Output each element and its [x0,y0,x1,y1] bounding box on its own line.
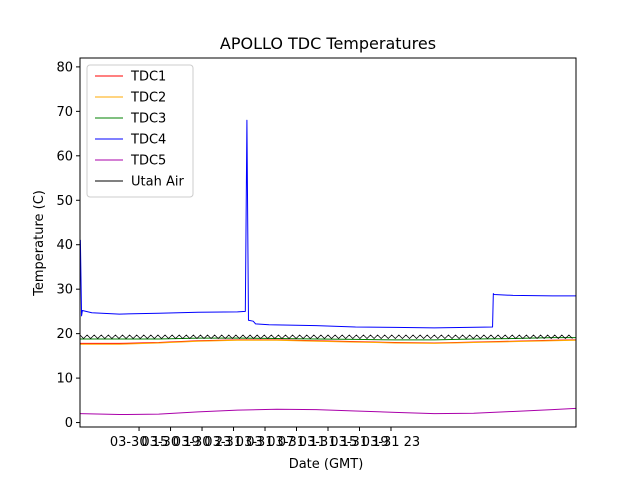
y-tick-label: 50 [56,194,73,209]
series-group [80,119,576,416]
y-tick-label: 0 [65,416,73,431]
y-tick-label: 10 [56,372,73,387]
y-axis-ticks: 0 10 20 30 40 50 60 70 80 [56,60,80,431]
x-tick-label: 03-30 15 [110,435,168,450]
legend-label-utah-air: Utah Air [131,175,184,190]
x-axis-label: Date (GMT) [289,457,364,472]
series-line-tdc3 [80,337,576,341]
series-line-tdc4 [80,119,576,329]
y-tick-label: 80 [56,60,73,75]
legend-label-tdc5: TDC5 [130,154,166,169]
legend-box [86,64,194,198]
legend-label-tdc1: TDC1 [130,70,166,85]
x-tick-label: 03-31 03 [204,435,262,450]
legend: TDC1 TDC2 TDC3 TDC4 TDC5 Utah Air [86,64,194,198]
y-tick-label: 70 [56,105,73,120]
legend-label-tdc4: TDC4 [130,133,166,148]
legend-label-tdc2: TDC2 [130,91,166,106]
x-tick-label: 03-31 19 [330,435,388,450]
x-tick-label: 03-31 15 [299,435,357,450]
y-tick-label: 40 [56,238,73,253]
x-tick-label: 03-31 11 [267,435,325,450]
series-line-tdc2 [80,339,576,345]
series-line-utah-air [80,334,573,339]
y-axis-label: Temperature (C) [32,190,47,297]
series-line-tdc5 [80,407,576,416]
legend-label-tdc3: TDC3 [130,112,166,127]
x-tick-label: 03-31 07 [236,435,294,450]
x-tick-label: 03-30 19 [141,435,199,450]
y-tick-label: 20 [56,327,73,342]
x-tick-label: 03-30 23 [173,435,231,450]
chart-title: APOLLO TDC Temperatures [220,34,436,53]
y-tick-label: 60 [56,149,73,164]
x-tick-label: 03-31 23 [362,435,420,450]
y-tick-label: 30 [56,283,73,298]
